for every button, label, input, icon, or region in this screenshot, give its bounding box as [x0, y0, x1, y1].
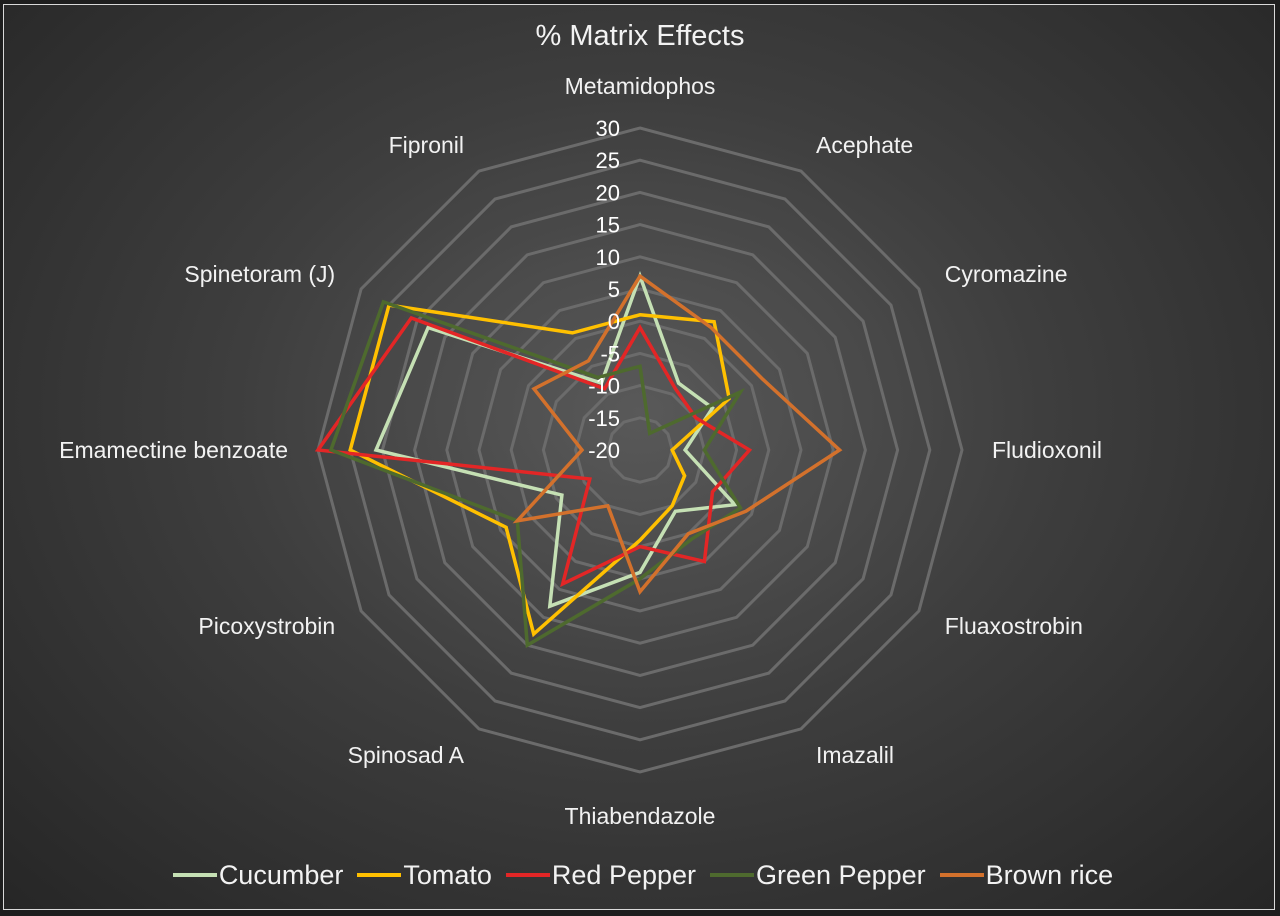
tick-label: 30 [596, 116, 620, 141]
category-label: Picoxystrobin [198, 613, 335, 639]
chart-title: % Matrix Effects [535, 20, 745, 52]
category-label: Imazalil [816, 742, 894, 768]
tick-label: -10 [588, 374, 620, 399]
series-line-green-pepper [328, 299, 745, 649]
tick-label: 15 [596, 213, 620, 238]
legend-label: Tomato [403, 859, 492, 890]
grid-ring [380, 190, 900, 710]
category-label: Cyromazine [945, 261, 1068, 287]
tick-label: 0 [608, 309, 620, 334]
legend-label: Cucumber [218, 859, 344, 890]
legend-item: Cucumber [172, 859, 344, 891]
grid-ring [445, 255, 835, 645]
category-labels: Metamidophos Acephate Cyromazine Fludioxoni… [59, 73, 1102, 829]
legend-label: Red Pepper [551, 859, 697, 890]
category-label: Spinosad A [348, 742, 465, 768]
radial-tick-labels: 30 25 20 15 10 5 0 -5 -10 -15 -20 [588, 116, 620, 463]
legend-swatch [172, 873, 217, 877]
category-label: Emamectine benzoate [59, 437, 288, 463]
legend-label: Green Pepper [756, 859, 926, 890]
grid-ring [316, 126, 964, 774]
grid-ring [541, 351, 739, 549]
legend-swatch [710, 873, 755, 877]
legend-swatch [505, 873, 550, 877]
category-label: Fludioxonil [992, 437, 1102, 463]
chart-legend: Cucumber Tomato Red Pepper Green Pepper Brow… [0, 856, 1280, 894]
series-line-cucumber [373, 270, 739, 609]
legend-swatch [939, 873, 984, 877]
legend-item: Tomato [357, 860, 492, 891]
grid-ring [348, 158, 932, 742]
radar-grid [316, 126, 964, 774]
category-label: Fluaxostrobin [945, 613, 1083, 639]
series-line-brown-rice [512, 273, 843, 596]
legend-swatch [357, 873, 402, 877]
category-label: Spinetoram (J) [184, 261, 335, 287]
grid-ring [477, 287, 803, 613]
tick-label: -20 [588, 438, 620, 463]
tick-label: 20 [596, 180, 620, 205]
grid-ring [413, 223, 867, 677]
legend-item: Green Pepper [710, 860, 926, 891]
category-label: Acephate [816, 132, 913, 158]
category-label: Fipronil [389, 132, 464, 158]
tick-label: 5 [608, 277, 620, 302]
series-line-red-pepper [314, 315, 753, 588]
chart-area [3, 4, 1275, 910]
legend-label: Brown rice [985, 859, 1114, 890]
tick-label: 10 [596, 245, 620, 270]
legend-item: Red Pepper [505, 859, 697, 891]
radar-series [314, 270, 843, 649]
tick-label: -15 [588, 406, 620, 431]
legend-item: Brown rice [939, 859, 1114, 891]
grid-ring [606, 416, 674, 484]
category-label: Metamidophos [565, 73, 716, 99]
category-label: Thiabendazole [565, 803, 716, 829]
tick-label: 25 [596, 148, 620, 173]
tick-label: -5 [600, 341, 620, 366]
